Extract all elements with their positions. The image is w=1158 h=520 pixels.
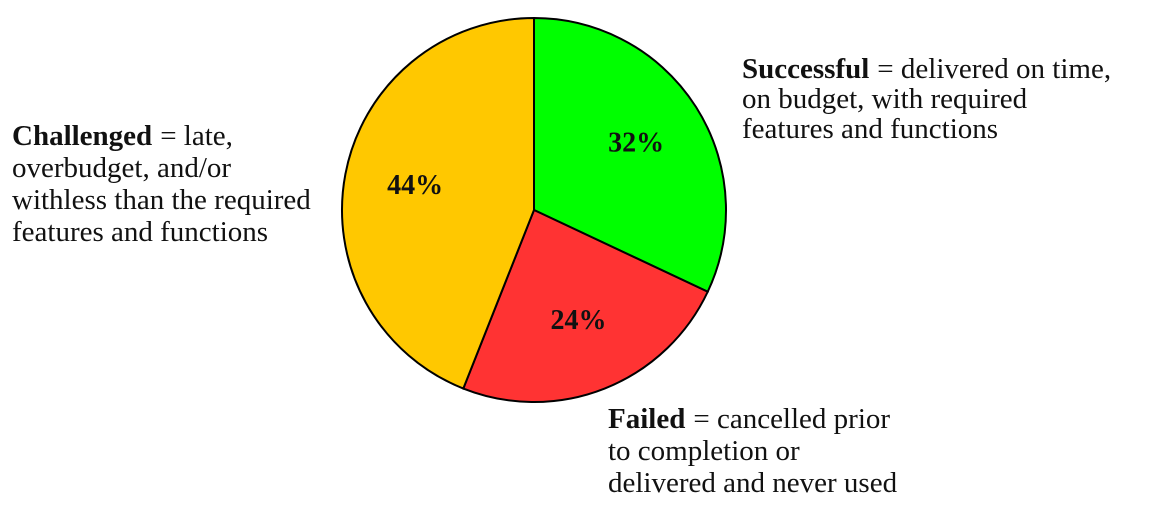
value-label: 32% — [608, 128, 664, 159]
category-name: Challenged — [12, 120, 152, 152]
pie-slice — [462, 208, 710, 403]
value-label: 24% — [551, 305, 607, 336]
category-description: overbudget, and/or — [12, 152, 231, 184]
category-description: Failed = cancelled prior — [608, 403, 890, 435]
description-line: = late, — [160, 120, 233, 152]
value-label: 44% — [387, 170, 443, 201]
description-line: = delivered on time, — [877, 53, 1111, 85]
category-description: withless than the required — [12, 184, 311, 216]
description-line: = cancelled prior — [693, 403, 890, 435]
category-description: features and functions — [12, 216, 268, 248]
category-description: features and functions — [742, 113, 998, 145]
pie-slice — [341, 16, 535, 390]
description-line: on budget, with required — [742, 83, 1028, 115]
category-name: Failed — [608, 403, 685, 435]
category-name: Successful — [742, 53, 869, 85]
description-line: delivered and never used — [608, 467, 898, 499]
description-line: overbudget, and/or — [12, 152, 231, 184]
category-description: to completion or — [608, 435, 800, 467]
description-line: withless than the required — [12, 184, 311, 216]
pie-slice — [533, 16, 727, 294]
category-description: on budget, with required — [742, 83, 1028, 115]
description-line: to completion or — [608, 435, 800, 467]
description-line: features and functions — [742, 113, 998, 145]
category-description: delivered and never used — [608, 467, 898, 499]
category-description: Challenged = late, — [12, 120, 233, 152]
category-description: Successful = delivered on time, — [742, 53, 1111, 85]
description-line: features and functions — [12, 216, 268, 248]
